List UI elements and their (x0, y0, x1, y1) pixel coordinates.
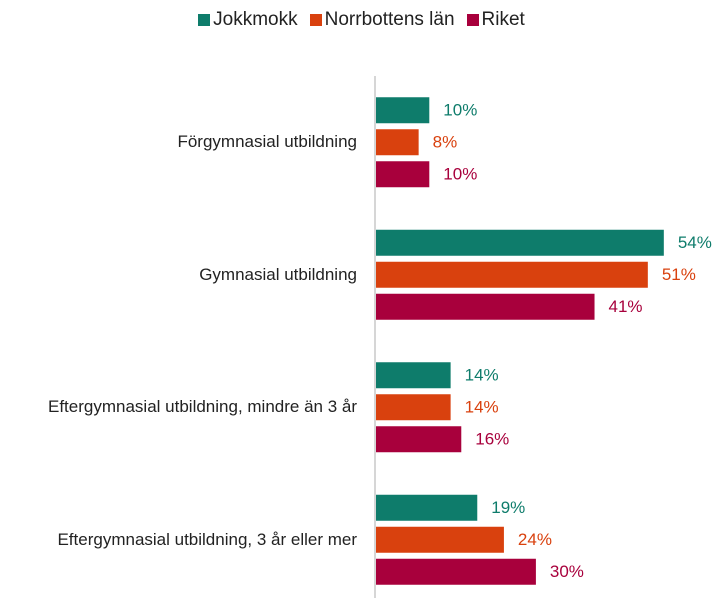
value-label: 14% (465, 366, 499, 385)
value-label: 41% (609, 297, 643, 316)
legend-swatch (309, 14, 322, 26)
legend-label: Jokkmokk (213, 9, 298, 30)
value-label: 51% (662, 265, 696, 284)
legend-swatch (466, 14, 479, 26)
bar (376, 161, 430, 188)
legend-item: Jokkmokk (198, 9, 298, 31)
bar (376, 362, 451, 389)
bar (376, 293, 595, 320)
value-label: 8% (433, 133, 458, 152)
value-label: 10% (443, 165, 477, 184)
value-label: 19% (491, 498, 525, 517)
value-label: 30% (550, 562, 584, 581)
legend-swatch (198, 14, 211, 26)
category-label: Eftergymnasial utbildning, mindre än 3 å… (48, 397, 357, 417)
category-label: Eftergymnasial utbildning, 3 år eller me… (57, 529, 357, 549)
bar (376, 494, 478, 521)
value-label: 24% (518, 530, 552, 549)
bar (376, 558, 536, 585)
value-label: 16% (475, 430, 509, 449)
bar (376, 229, 664, 256)
value-label: 10% (443, 101, 477, 120)
legend-label: Riket (481, 9, 525, 30)
bar (376, 426, 462, 453)
value-label: 14% (465, 398, 499, 417)
legend-item: Riket (466, 9, 525, 31)
legend: Jokkmokk Norrbottens län Riket (0, 9, 723, 31)
bar (376, 526, 504, 553)
bar (376, 97, 430, 124)
legend-label: Norrbottens län (324, 9, 455, 30)
legend-item: Norrbottens län (309, 9, 455, 31)
category-label: Gymnasial utbildning (199, 264, 357, 284)
bar (376, 394, 451, 421)
bar (376, 129, 419, 156)
value-label: 54% (678, 233, 712, 252)
bar (376, 261, 648, 288)
category-label: Förgymnasial utbildning (177, 132, 357, 152)
